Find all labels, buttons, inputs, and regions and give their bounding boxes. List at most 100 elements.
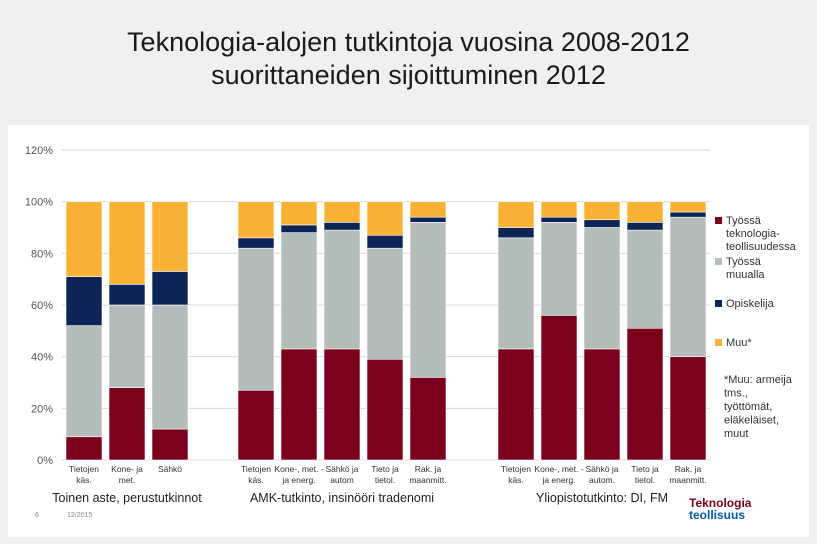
x-tick-label-line: Sähkö xyxy=(158,464,182,474)
bar-segment xyxy=(669,201,707,213)
bar-segment xyxy=(540,216,578,223)
x-tick-label: Tietojen käs. xyxy=(501,464,531,485)
bar-segment xyxy=(237,389,275,461)
legend-note-line: työttömät, xyxy=(724,401,772,413)
x-tick-label: Tietojen käs. xyxy=(69,464,99,485)
x-tick-label-line: Kone-, met. - xyxy=(274,464,323,474)
bar-segment xyxy=(540,222,578,316)
bar-segment xyxy=(323,348,361,461)
bar-segment xyxy=(108,304,146,388)
bar-segment xyxy=(497,227,535,239)
legend-entry-line: Opiskelija xyxy=(726,298,775,310)
logo-line-2: teollisuus xyxy=(689,508,746,522)
x-tick-label: Sähkö xyxy=(158,464,182,474)
bar-segment xyxy=(409,201,447,218)
bar-segment xyxy=(237,237,275,249)
title-line-1: Teknologia-alojen tutkintoja vuosina 200… xyxy=(127,27,690,57)
bar-segment xyxy=(65,276,103,326)
group-label: Toinen aste, perustutkinnot xyxy=(52,491,202,505)
bar-segment xyxy=(626,229,664,329)
x-tick-label-line: Kone-, met. - xyxy=(534,464,583,474)
bar-segment xyxy=(237,247,275,391)
legend-entry-line: Työssä xyxy=(726,215,762,227)
x-tick-label-line: Tietojen xyxy=(69,464,99,474)
bar-segment xyxy=(626,327,664,461)
legend-swatch xyxy=(715,300,722,307)
legend-note-line: muut xyxy=(724,428,748,440)
bar-segment xyxy=(65,201,103,277)
bar-segment xyxy=(409,377,447,461)
bar-segment xyxy=(583,219,621,228)
y-tick-label: 100% xyxy=(25,197,53,209)
bar-segment xyxy=(280,232,318,350)
bar-segment xyxy=(497,237,535,350)
bar-segment xyxy=(108,387,146,461)
y-tick-label: 80% xyxy=(31,248,53,260)
legend-swatch xyxy=(715,258,722,265)
legend-entry-line: Muu* xyxy=(726,337,752,349)
x-tick-label-line: maanmitt. xyxy=(669,475,706,485)
x-tick-label: Tietojen käs. xyxy=(241,464,271,485)
bar-segment xyxy=(237,201,275,239)
y-tick-label: 120% xyxy=(25,145,53,157)
x-tick-label-line: Rak. ja xyxy=(675,464,702,474)
bar-segment xyxy=(280,224,318,233)
legend-entry: Opiskelija xyxy=(726,298,775,310)
legend-note-line: tms., xyxy=(724,388,748,400)
legend-entry: Työssä muualla xyxy=(726,256,765,281)
group-label: AMK-tutkinto, insinööri tradenomi xyxy=(250,491,434,505)
legend-entry: Muu* xyxy=(726,337,752,349)
bar-segment xyxy=(583,201,621,221)
bar-segment xyxy=(626,201,664,223)
x-tick-label: Sähkö ja autom xyxy=(325,464,358,485)
bar-segment xyxy=(497,348,535,461)
bar-segment xyxy=(323,222,361,231)
x-tick-label-line: autom. xyxy=(589,475,615,485)
bar-segment xyxy=(366,234,404,249)
bar-segment xyxy=(108,284,146,306)
legend-entry-line: muualla xyxy=(726,269,765,281)
y-tick-label: 20% xyxy=(31,403,53,415)
bar-segment xyxy=(409,216,447,223)
legend-entry-line: Työssä xyxy=(726,256,762,268)
bar-segment xyxy=(669,211,707,218)
bar-segment xyxy=(669,356,707,461)
x-tick-label-line: Tieto ja xyxy=(371,464,399,474)
bar-segment xyxy=(280,201,318,226)
bar-segment xyxy=(366,358,404,461)
x-tick-label-line: met. xyxy=(119,475,136,485)
bar-segment xyxy=(323,201,361,223)
bar-segment xyxy=(626,222,664,231)
x-tick-label-line: käs. xyxy=(508,475,524,485)
logo-line-1: Teknologia xyxy=(689,496,752,510)
x-tick-label: Tieto ja tietol. xyxy=(631,464,659,485)
x-tick-label: Kone-, met. -ja energ. xyxy=(274,464,323,485)
title-line-2: suorittaneiden sijoittuminen 2012 xyxy=(211,60,606,90)
bar-segment xyxy=(108,201,146,285)
x-tick-label-line: autom xyxy=(330,475,354,485)
bar-segment xyxy=(409,222,447,378)
x-tick-label-line: Sähkö ja xyxy=(325,464,358,474)
bar-segment xyxy=(151,304,189,430)
y-tick-label: 40% xyxy=(31,352,53,364)
bar-segment xyxy=(540,315,578,461)
bar-segment xyxy=(583,348,621,461)
bar-segment xyxy=(323,229,361,350)
footer-date: 12/2015 xyxy=(67,512,93,519)
x-tick-label-line: Sähkö ja xyxy=(585,464,618,474)
bar-segment xyxy=(65,436,103,461)
x-tick-label-line: ja energ. xyxy=(541,475,575,485)
bar-segment xyxy=(366,201,404,236)
bar-segment xyxy=(669,216,707,357)
x-tick-label-line: maanmitt. xyxy=(409,475,446,485)
legend-note: *Muu: armeija tms., työttömät, eläkeläiset,… xyxy=(724,374,793,440)
legend-swatch xyxy=(715,339,722,346)
x-tick-label: Kone-, met. -ja energ. xyxy=(534,464,583,485)
x-tick-label-line: Tietojen xyxy=(241,464,271,474)
legend-swatch xyxy=(715,217,722,224)
x-tick-label: Rak. ja maanmitt. xyxy=(669,464,706,485)
x-tick-label: Tieto ja tietol. xyxy=(371,464,399,485)
x-tick-label: Sähkö ja autom. xyxy=(585,464,618,485)
